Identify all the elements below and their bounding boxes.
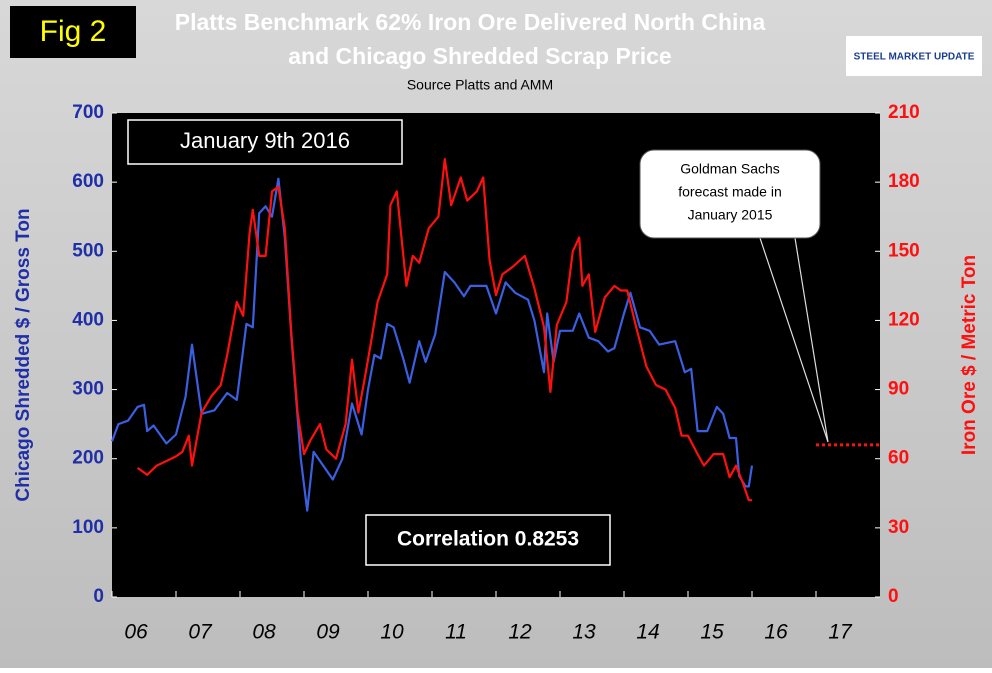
- x-tick-label: 07: [188, 621, 213, 644]
- subtitle: Source Platts and AMM: [407, 77, 553, 93]
- callout-pointer: [759, 237, 829, 443]
- y-axis-title: Chicago Shredded $ / Gross Ton: [13, 208, 34, 501]
- callout-box: [639, 149, 821, 239]
- y2-tick-label: 90: [888, 379, 909, 400]
- correlation-box: [365, 514, 611, 566]
- x-tick-label: 16: [764, 621, 788, 644]
- callout-text: forecast made in: [678, 184, 782, 200]
- y2-tick-label: 120: [888, 309, 920, 330]
- y-tick-label: 400: [72, 309, 104, 330]
- y2-tick-label: 60: [888, 448, 909, 469]
- date-box: [127, 119, 403, 165]
- x-tick-label: 09: [316, 621, 340, 644]
- title: and Chicago Shredded Scrap Price: [288, 43, 671, 69]
- fig-box: [10, 6, 136, 58]
- x-tick-label: 14: [636, 621, 659, 644]
- y-tick-label: 200: [72, 448, 104, 469]
- x-tick-label: 11: [445, 621, 467, 644]
- y-tick-label: 0: [93, 586, 104, 607]
- callout-text: Goldman Sachs: [680, 161, 780, 177]
- date-annotation: January 9th 2016: [180, 128, 350, 153]
- y2-axis-title: Iron Ore $ / Metric Ton: [959, 255, 980, 455]
- x-tick-label: 13: [572, 621, 596, 644]
- fig-label: Fig 2: [40, 15, 107, 48]
- y2-tick-label: 180: [888, 171, 920, 192]
- x-tick-label: 06: [124, 621, 148, 644]
- series-line: [136, 158, 752, 502]
- x-tick-label: 17: [828, 621, 853, 644]
- logo-box: [846, 36, 982, 76]
- callout-text: January 2015: [688, 207, 773, 223]
- title: Platts Benchmark 62% Iron Ore Delivered …: [175, 9, 766, 35]
- x-tick-label: 10: [380, 621, 404, 644]
- y-tick-label: 500: [72, 240, 104, 261]
- x-tick-label: 12: [508, 621, 532, 644]
- y2-tick-label: 30: [888, 517, 909, 538]
- y2-tick-label: 210: [888, 102, 920, 123]
- x-tick-label: 15: [700, 621, 724, 644]
- y-tick-label: 300: [72, 379, 104, 400]
- y-tick-label: 700: [72, 102, 104, 123]
- correlation-annotation: Correlation 0.8253: [397, 528, 579, 551]
- y2-tick-label: 150: [888, 240, 920, 261]
- y-tick-label: 600: [72, 171, 104, 192]
- y2-tick-label: 0: [888, 586, 899, 607]
- y-tick-label: 100: [72, 517, 104, 538]
- series-line: [110, 177, 754, 512]
- x-tick-label: 08: [252, 621, 276, 644]
- logo: STEEL MARKET UPDATE: [854, 52, 975, 63]
